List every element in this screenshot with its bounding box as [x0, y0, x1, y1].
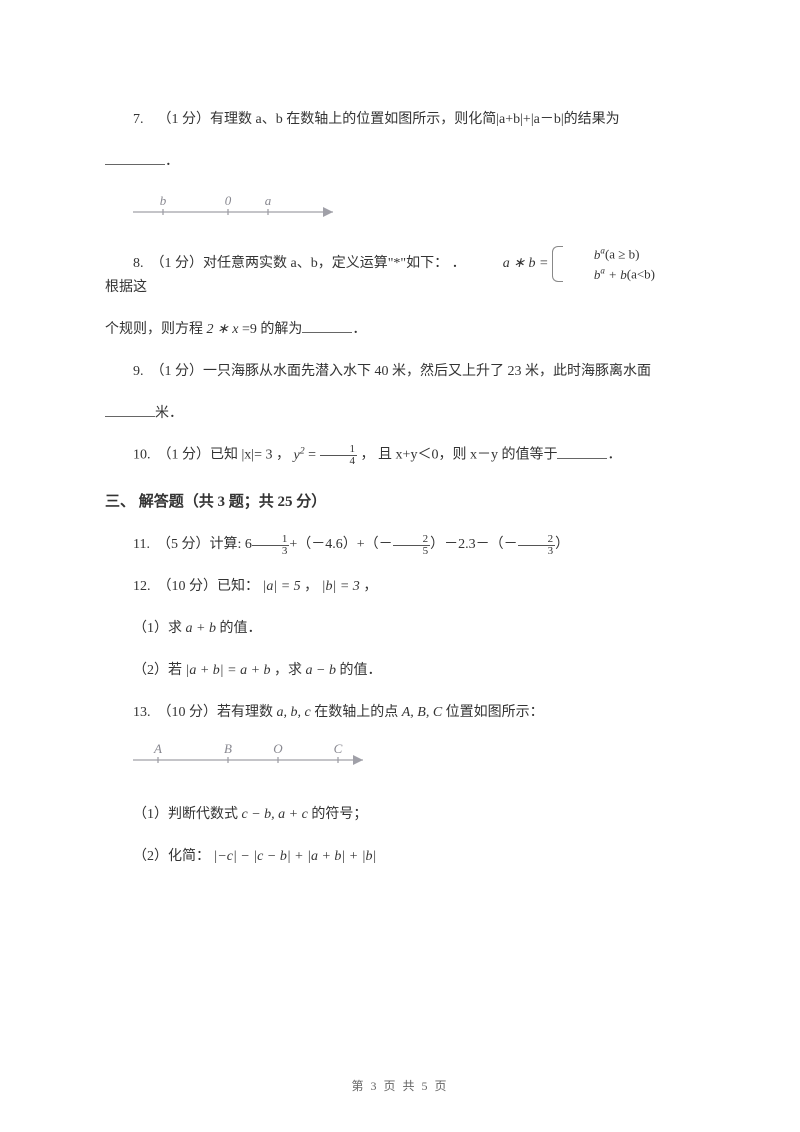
q12-p2-mid: ，求: [271, 663, 306, 678]
q12-eq1: |a| = 5: [263, 579, 301, 594]
q8-line2a: 个规则，则方程: [105, 322, 207, 337]
svg-text:a: a: [265, 193, 272, 208]
question-11: 11. （5 分）计算: 613+（－4.6）+（－25）－2.3－（－23）: [105, 533, 695, 557]
q8-lead: （1 分）对任意两实数 a、b，定义运算"*"如下：: [151, 256, 449, 271]
q11-d: ）: [555, 537, 569, 552]
q10-blank: [557, 444, 607, 459]
q9-line2: 米．: [105, 402, 695, 426]
q13-p1-expr: c − b, a + c: [242, 807, 308, 822]
q13-p1-tail: 的符号；: [308, 807, 368, 822]
q13-part1: （1）判断代数式 c − b, a + c 的符号；: [105, 803, 695, 827]
q13-number: 13.: [133, 705, 151, 720]
q7-blank-line: ．: [105, 150, 695, 174]
q12-part2: （2）若 |a + b| = a + b ，求 a − b 的值．: [105, 659, 695, 683]
q11-f1n: 1: [252, 534, 290, 546]
q9-number: 9.: [133, 364, 144, 379]
q12-eq2: |b| = 3: [322, 579, 360, 594]
q8-line2b: =9 的解为: [238, 322, 302, 337]
q9-text: （1 分）一只海豚从水面先潜入水下 40 米，然后又上升了 23 米，此时海豚离…: [151, 364, 652, 379]
svg-text:C: C: [334, 742, 343, 756]
q10-sep: ，: [273, 448, 294, 463]
q13-text2: 在数轴上的点: [311, 705, 402, 720]
q10-eq1-lhs: |x|: [242, 448, 255, 463]
q11-f3n: 2: [518, 534, 556, 546]
q11-f2n: 2: [393, 534, 431, 546]
q11-f1d: 3: [252, 546, 290, 557]
q11-f3: 23: [518, 534, 556, 557]
q10-number: 10.: [133, 448, 151, 463]
q8-eq: 2 ∗ x: [207, 322, 239, 337]
q12-part1: （1）求 a + b 的值．: [105, 617, 695, 641]
q7-period: ．: [165, 154, 179, 169]
q10-text-b: ， 且 x+y＜0，则 x－y 的值等于: [357, 448, 557, 463]
q8-line2: 个规则，则方程 2 ∗ x =9 的解为 ．: [105, 318, 695, 342]
question-9: 9. （1 分）一只海豚从水面先潜入水下 40 米，然后又上升了 23 米，此时…: [105, 360, 695, 384]
q12-p1-expr: a + b: [186, 621, 216, 636]
q11-f1: 13: [252, 534, 290, 557]
q10-eq2: y2: [294, 448, 305, 463]
q10-text-a: （1 分）已知: [158, 448, 242, 463]
question-12: 12. （10 分）已知： |a| = 5 ， |b| = 3 ，: [105, 575, 695, 599]
q7-blank: [105, 150, 165, 165]
q10-frac: 14: [320, 444, 358, 467]
question-10: 10. （1 分）已知 |x|= 3 ， y2 = 14 ， 且 x+y＜0，则…: [105, 443, 695, 467]
q10-eqsign: =: [305, 448, 320, 463]
q13-text: （10 分）若有理数: [158, 705, 277, 720]
page-footer: 第 3 页 共 5 页: [0, 1077, 800, 1094]
q13-pts: A, B, C: [402, 705, 442, 720]
q13-p1-label: （1）判断代数式: [133, 807, 242, 822]
q8-period: ．: [352, 322, 366, 337]
q13-vars: a, b, c: [277, 705, 311, 720]
numberline-svg-13: ABOC: [133, 742, 383, 776]
svg-text:O: O: [273, 742, 283, 756]
q11-b: +（－4.6）+（－: [289, 537, 392, 552]
numberline-svg: b 0 a: [133, 192, 353, 226]
q8-number: 8.: [133, 256, 144, 271]
q7-text: （1 分）有理数 a、b 在数轴上的位置如图所示，则化简|a+b|+|a－b|的…: [158, 112, 620, 127]
q12-a: （10 分）已知：: [158, 579, 263, 594]
section-3-title: 三、 解答题（共 3 题；共 25 分）: [105, 490, 695, 516]
q12-p2-expr: a − b: [306, 663, 336, 678]
q9-blank: [105, 402, 155, 417]
q11-number: 11.: [133, 537, 150, 552]
q8-piecewise: ba(a ≥ b) ba + b(a<b): [552, 244, 655, 284]
q12-number: 12.: [133, 579, 151, 594]
q13-p2-label: （2）化简：: [133, 849, 214, 864]
q7-numberline: b 0 a: [133, 192, 695, 235]
q11-f2d: 5: [393, 546, 431, 557]
svg-text:B: B: [224, 742, 232, 756]
question-13: 13. （10 分）若有理数 a, b, c 在数轴上的点 A, B, C 位置…: [105, 701, 695, 725]
question-8: a ∗ b = ba(a ≥ b) ba + b(a<b) 8. （1 分）对任…: [105, 252, 695, 300]
question-7: 7. （1 分）有理数 a、b 在数轴上的位置如图所示，则化简|a+b|+|a－…: [105, 108, 695, 132]
q12-p1-tail: 的值．: [216, 621, 262, 636]
q11-a: （5 分）计算: 6: [157, 537, 252, 552]
page-content: 7. （1 分）有理数 a、b 在数轴上的位置如图所示，则化简|a+b|+|a－…: [0, 0, 800, 947]
q10-eq1-rhs: = 3: [254, 448, 272, 463]
q10-den: 4: [320, 456, 358, 467]
q7-number: 7.: [133, 112, 144, 127]
q11-c: ）－2.3－（－: [430, 537, 518, 552]
q12-p2-eq: |a + b| = a + b: [186, 663, 271, 678]
q12-tail: ，: [360, 579, 378, 594]
q8-case1: ba(a ≥ b): [566, 244, 655, 264]
q8-case2: ba + b(a<b): [566, 264, 655, 284]
q11-f2: 25: [393, 534, 431, 557]
q13-p2-expr: |−c| − |c − b| + |a + b| + |b|: [214, 849, 377, 864]
q11-f3d: 3: [518, 546, 556, 557]
q13-numberline: ABOC: [133, 742, 695, 785]
q12-p2-label: （2）若: [133, 663, 186, 678]
q10-period: ．: [607, 448, 621, 463]
q12-p2-tail: 的值．: [336, 663, 382, 678]
q12-sep: ，: [301, 579, 322, 594]
svg-text:0: 0: [225, 193, 232, 208]
q13-part2: （2）化简： |−c| − |c − b| + |a + b| + |b|: [105, 845, 695, 869]
q8-blank: [302, 318, 352, 333]
q8-lhs: a ∗ b =: [503, 256, 549, 271]
svg-text:A: A: [153, 742, 162, 756]
svg-text:b: b: [160, 193, 167, 208]
q8-formula: a ∗ b = ba(a ≥ b) ba + b(a<b): [475, 244, 655, 284]
q13-text3: 位置如图所示：: [442, 705, 544, 720]
q12-p1-label: （1）求: [133, 621, 186, 636]
q9-tail: 米．: [155, 406, 183, 421]
